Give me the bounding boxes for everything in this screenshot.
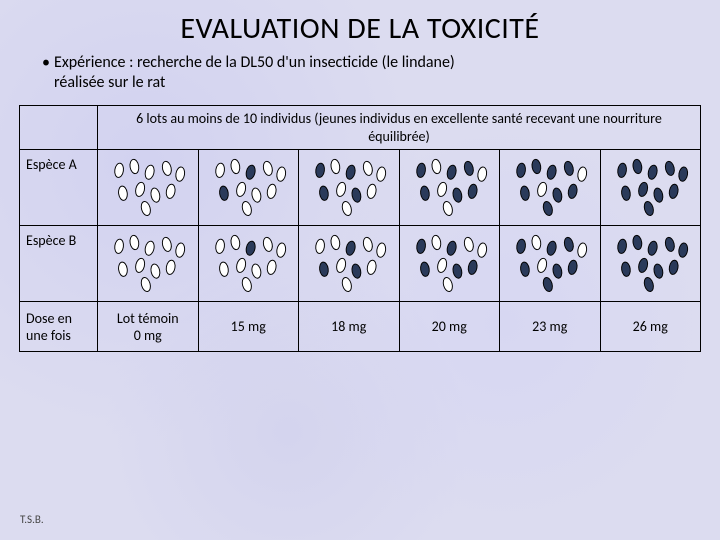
dose-1: 15 mg <box>198 302 299 352</box>
row-label-b: Espèce B <box>20 226 98 302</box>
cell-b-2 <box>299 226 400 302</box>
cell-b-5 <box>600 226 701 302</box>
dose-4: 23 mg <box>500 302 601 352</box>
cell-a-1 <box>198 150 299 226</box>
footer-credit: T.S.B. <box>20 513 44 526</box>
row-label-dose: Dose en une fois <box>20 302 98 352</box>
dose-3: 20 mg <box>399 302 500 352</box>
cell-a-2 <box>299 150 400 226</box>
blank-corner <box>20 106 98 150</box>
cell-a-5 <box>600 150 701 226</box>
species-a-row: Espèce A <box>20 150 701 226</box>
cell-b-0 <box>98 226 199 302</box>
cell-b-1 <box>198 226 299 302</box>
cell-a-0 <box>98 150 199 226</box>
experiment-table: 6 lots au moins de 10 individus (jeunes … <box>19 105 701 352</box>
cell-b-4 <box>500 226 601 302</box>
lots-header: 6 lots au moins de 10 individus (jeunes … <box>98 106 701 150</box>
page-title: EVALUATION DE LA TOXICITÉ <box>18 10 702 47</box>
dose-row: Dose en une fois Lot témoin0 mg 15 mg 18… <box>20 302 701 352</box>
cell-b-3 <box>399 226 500 302</box>
bullet-line-1: Expérience : recherche de la DL50 d'un i… <box>54 53 455 72</box>
bullet-block: •Expérience : recherche de la DL50 d'un … <box>18 53 702 101</box>
dose-0: Lot témoin0 mg <box>98 302 199 352</box>
dose-2: 18 mg <box>299 302 400 352</box>
cell-a-3 <box>399 150 500 226</box>
row-label-a: Espèce A <box>20 150 98 226</box>
dose-5: 26 mg <box>600 302 701 352</box>
cell-a-4 <box>500 150 601 226</box>
bullet-line-2: réalisée sur le rat <box>54 73 165 92</box>
species-b-row: Espèce B <box>20 226 701 302</box>
